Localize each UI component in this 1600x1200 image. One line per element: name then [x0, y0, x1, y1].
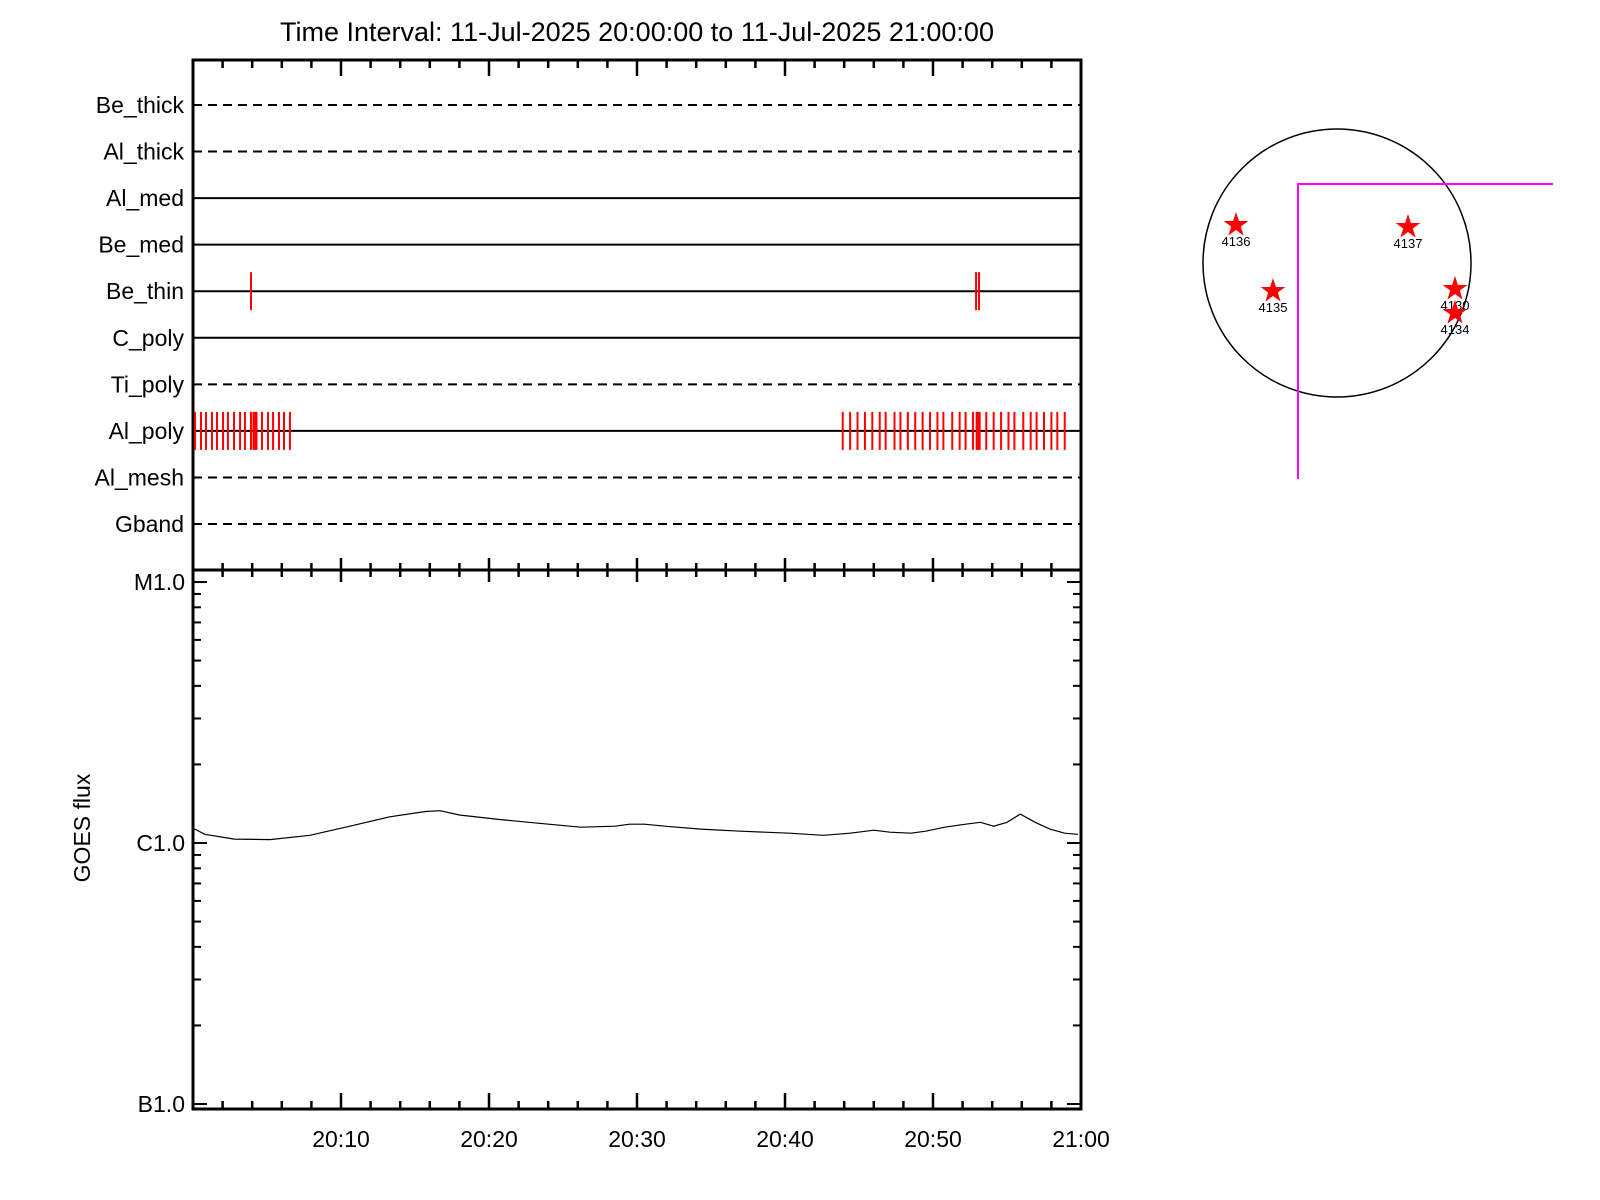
filter-row-label-Al_thick: Al_thick [103, 139, 184, 165]
active-region-star-4130 [1442, 276, 1468, 300]
x-tick-label-21:00: 21:00 [1052, 1126, 1110, 1152]
x-tick-label-20:10: 20:10 [312, 1126, 370, 1152]
goes-y-label-M1.0: M1.0 [134, 569, 185, 595]
active-region-star-4135 [1260, 278, 1286, 302]
x-tick-label-20:20: 20:20 [460, 1126, 518, 1152]
active-region-label-4136: 4136 [1222, 234, 1251, 249]
active-region-star-4134 [1442, 300, 1468, 324]
active-region-label-4135: 4135 [1259, 300, 1288, 315]
active-region-label-4134: 4134 [1441, 322, 1470, 337]
filter-row-label-Al_mesh: Al_mesh [95, 464, 184, 490]
filter-row-label-Gband: Gband [115, 511, 184, 537]
x-tick-label-20:30: 20:30 [608, 1126, 666, 1152]
filter-timeline-panel [191, 58, 1083, 572]
filter-row-label-Al_med: Al_med [106, 185, 184, 211]
goes-flux-panel [191, 568, 1083, 1111]
goes-y-label-C1.0: C1.0 [136, 830, 185, 856]
goes-flux-curve [192, 810, 1079, 841]
active-region-label-4137: 4137 [1394, 236, 1423, 251]
filter-row-label-C_poly: C_poly [112, 325, 184, 351]
active-region-star-4137 [1395, 214, 1421, 238]
fov-corner-lines [1297, 183, 1553, 479]
goes-y-label-B1.0: B1.0 [138, 1091, 185, 1117]
plot-title: Time Interval: 11-Jul-2025 20:00:00 to 1… [280, 17, 994, 47]
filter-row-label-Al_poly: Al_poly [109, 418, 185, 444]
x-tick-label-20:50: 20:50 [904, 1126, 962, 1152]
filter-row-label-Ti_poly: Ti_poly [111, 371, 185, 397]
filter-row-label-Be_thick: Be_thick [96, 92, 185, 118]
filter-row-label-Be_med: Be_med [98, 232, 184, 258]
solar-disk-circle [1202, 128, 1472, 398]
x-tick-label-20:40: 20:40 [756, 1126, 814, 1152]
goes-axis-title: GOES flux [69, 773, 95, 882]
active-region-star-4136 [1223, 212, 1249, 236]
filter-row-label-Be_thin: Be_thin [106, 278, 184, 304]
